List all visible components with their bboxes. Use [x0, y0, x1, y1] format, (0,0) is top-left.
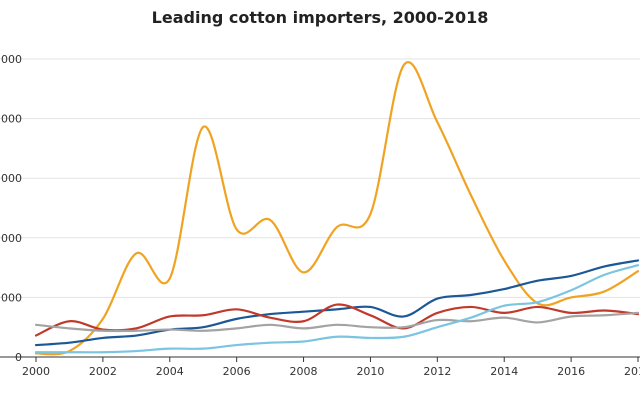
x-tick-label: 2006 [223, 365, 251, 378]
series-line-3 [34, 303, 640, 337]
x-tick-label: 2000 [22, 365, 50, 378]
y-tick-label: 5,000 [0, 291, 22, 304]
series-line-4 [34, 311, 640, 333]
y-axis: 0 5,000 10,000 15,000 20,000 25,000 [0, 53, 22, 364]
x-tick-label: 2010 [356, 365, 384, 378]
y-tick-label: 15,000 [0, 172, 22, 185]
series-line-2 [34, 259, 640, 347]
x-tick-label: 2008 [290, 365, 318, 378]
x-tick-label: 2018 [624, 365, 640, 378]
series-line-5 [34, 264, 640, 354]
chart-title: Leading cotton importers, 2000-2018 [152, 8, 489, 27]
y-tick-label: 25,000 [0, 53, 22, 66]
series-lines [34, 61, 640, 356]
x-tick-label: 2016 [557, 365, 585, 378]
x-tick-label: 2004 [156, 365, 184, 378]
y-tick-label: 0 [15, 351, 22, 364]
series-line-1 [34, 61, 640, 356]
x-tick-label: 2012 [423, 365, 451, 378]
x-tick-label: 2014 [490, 365, 518, 378]
y-tick-label: 20,000 [0, 113, 22, 126]
gridlines [0, 58, 640, 298]
y-tick-label: 10,000 [0, 232, 22, 245]
x-axis-ticks: 2000 2002 2004 2006 2008 2010 2012 2014 2016 2018 [22, 357, 640, 378]
x-tick-label: 2002 [89, 365, 117, 378]
